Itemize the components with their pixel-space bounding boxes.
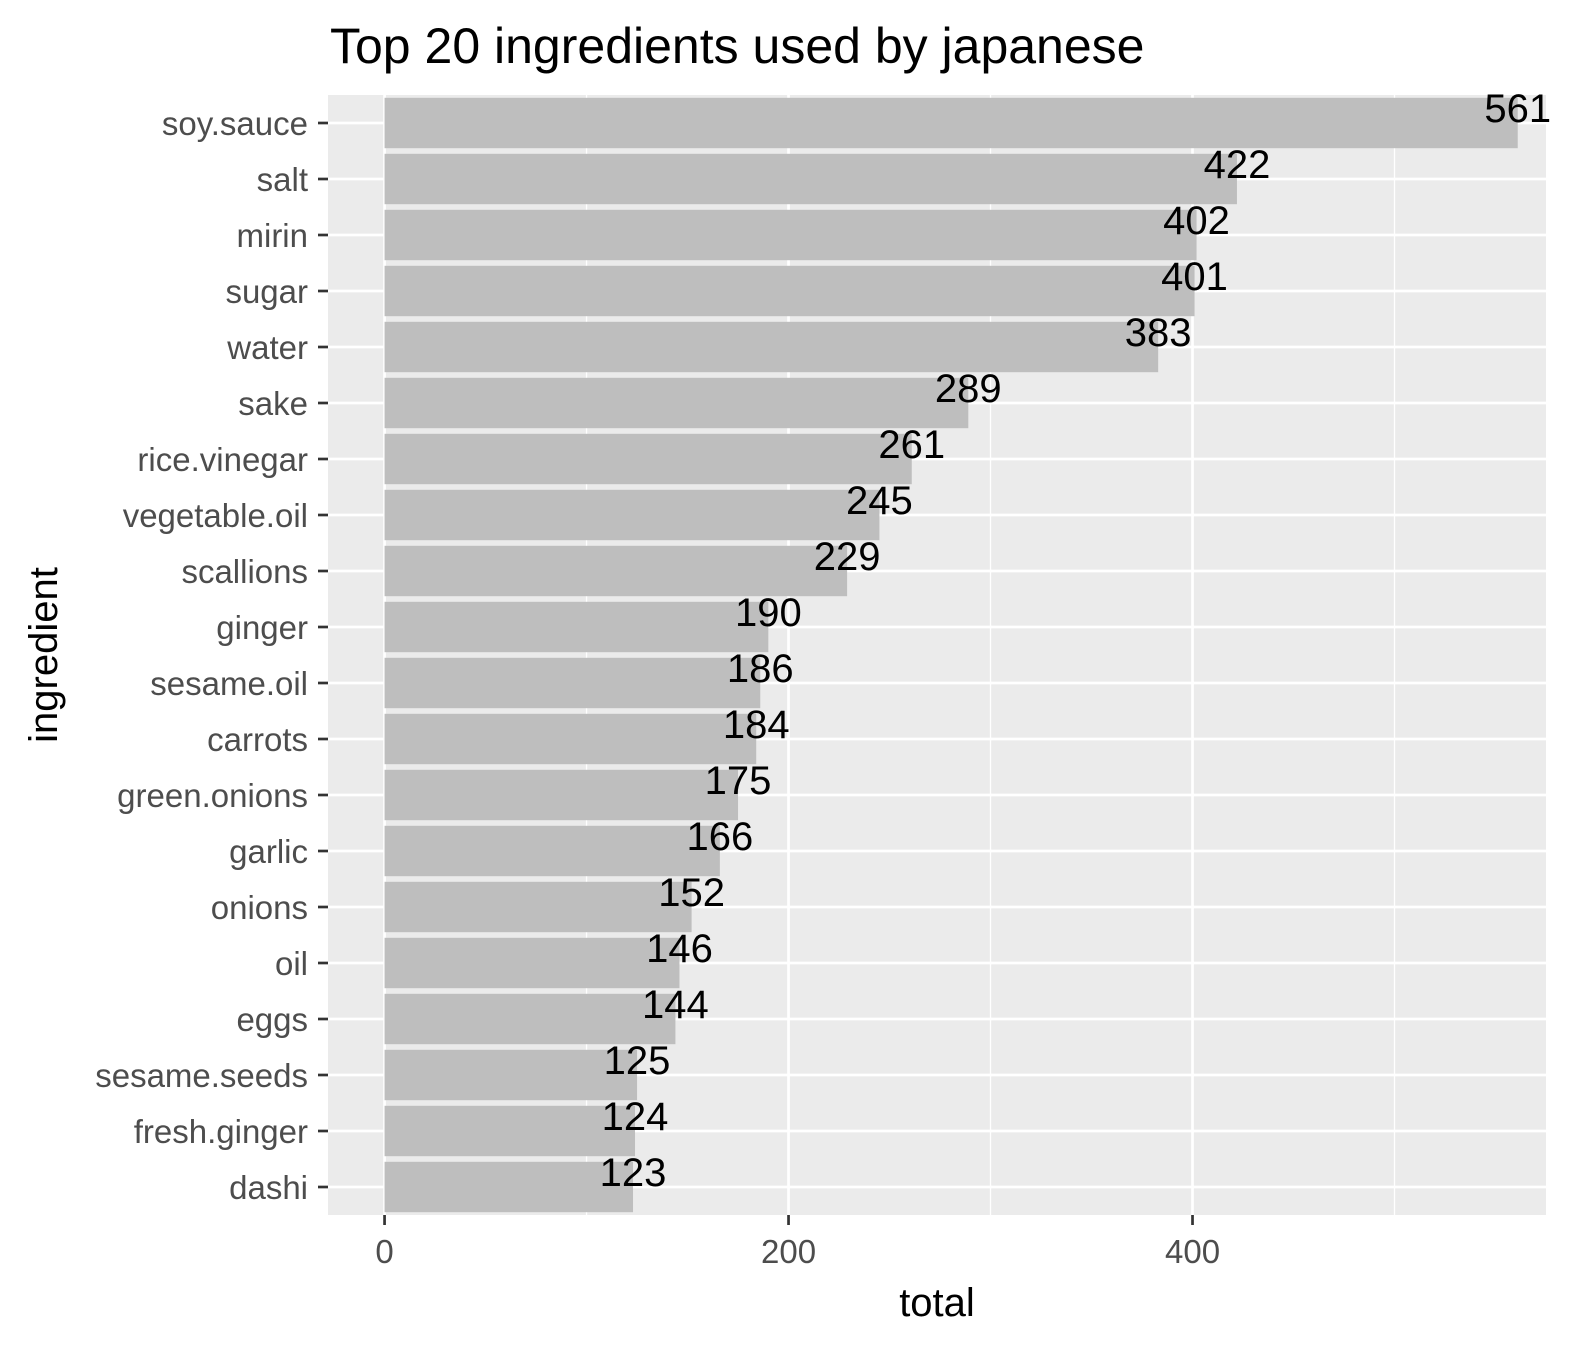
data-label-oil: 146: [646, 927, 713, 971]
data-label-water: 383: [1125, 311, 1192, 355]
y-tick-label-rice.vinegar: rice.vinegar: [137, 441, 308, 478]
y-tick-label-vegetable.oil: vegetable.oil: [123, 497, 308, 534]
bar-fresh.ginger: [384, 1105, 636, 1157]
data-label-eggs: 144: [642, 983, 709, 1027]
data-labels: 561 422 402 401 383 289 261 245 229 190 186 184 175 1…: [600, 87, 1551, 1195]
y-tick-label-eggs: eggs: [236, 1001, 308, 1038]
bar-onions: [384, 881, 692, 933]
data-label-sesame.seeds: 125: [604, 1039, 671, 1083]
y-tick-label-sake: sake: [238, 385, 308, 422]
data-label-carrots: 184: [723, 703, 790, 747]
bar-eggs: [384, 993, 676, 1045]
y-axis-title: ingredient: [22, 567, 66, 743]
bar-scallions: [384, 545, 848, 597]
bar-sugar: [384, 265, 1195, 317]
bar-ginger: [384, 601, 769, 653]
data-label-sesame.oil: 186: [727, 647, 794, 691]
data-label-vegetable.oil: 245: [846, 479, 913, 523]
data-label-green.onions: 175: [705, 759, 772, 803]
y-tick-label-salt: salt: [257, 161, 308, 198]
y-tick-label-onions: onions: [211, 889, 308, 926]
y-tick-label-oil: oil: [275, 945, 308, 982]
y-tick-label-sesame.seeds: sesame.seeds: [95, 1057, 308, 1094]
bar-mirin: [384, 209, 1197, 261]
data-label-sugar: 401: [1161, 255, 1228, 299]
bar-green.onions: [384, 769, 739, 821]
bar-dashi: [384, 1161, 634, 1213]
x-tick-label-2: 400: [1165, 1233, 1220, 1270]
bar-rice.vinegar: [384, 433, 912, 485]
plot-panel: [328, 95, 1546, 1215]
bar-vegetable.oil: [384, 489, 880, 541]
data-label-fresh.ginger: 124: [602, 1095, 669, 1139]
bar-oil: [384, 937, 680, 989]
y-tick-label-carrots: carrots: [207, 721, 308, 758]
y-tick-label-sesame.oil: sesame.oil: [150, 665, 308, 702]
y-tick-label-scallions: scallions: [181, 553, 308, 590]
bars: [384, 97, 1518, 1213]
bar-garlic: [384, 825, 720, 877]
data-label-garlic: 166: [686, 815, 753, 859]
data-label-sake: 289: [935, 367, 1002, 411]
bar-carrots: [384, 713, 757, 765]
x-tick-label-0: 0: [375, 1233, 393, 1270]
y-tick-label-sugar: sugar: [225, 273, 308, 310]
data-label-onions: 152: [658, 871, 725, 915]
y-axis: soy.sauce salt mirin sugar water sake rice.vin…: [95, 105, 328, 1206]
bar-salt: [384, 153, 1237, 205]
x-tick-label-1: 200: [761, 1233, 816, 1270]
bar-sesame.seeds: [384, 1049, 638, 1101]
y-tick-label-soy.sauce: soy.sauce: [162, 105, 308, 142]
data-label-scallions: 229: [814, 535, 881, 579]
y-tick-label-fresh.ginger: fresh.ginger: [134, 1113, 308, 1150]
data-label-rice.vinegar: 261: [878, 423, 945, 467]
data-label-soy.sauce: 561: [1484, 87, 1551, 131]
y-tick-label-garlic: garlic: [229, 833, 308, 870]
y-tick-label-mirin: mirin: [237, 217, 309, 254]
data-label-mirin: 402: [1163, 199, 1230, 243]
data-label-ginger: 190: [735, 591, 802, 635]
data-label-salt: 422: [1204, 143, 1271, 187]
data-label-dashi: 123: [600, 1151, 667, 1195]
x-axis: 0 200 400: [375, 1215, 1220, 1270]
bar-water: [384, 321, 1159, 373]
y-tick-label-water: water: [226, 329, 308, 366]
x-axis-title: total: [899, 1281, 975, 1325]
y-tick-label-green.onions: green.onions: [117, 777, 308, 814]
y-tick-label-ginger: ginger: [216, 609, 308, 646]
chart-title: Top 20 ingredients used by japanese: [330, 18, 1144, 74]
bar-soy.sauce: [384, 97, 1518, 149]
y-tick-label-dashi: dashi: [229, 1169, 308, 1206]
bar-sesame.oil: [384, 657, 761, 709]
bar-sake: [384, 377, 969, 429]
